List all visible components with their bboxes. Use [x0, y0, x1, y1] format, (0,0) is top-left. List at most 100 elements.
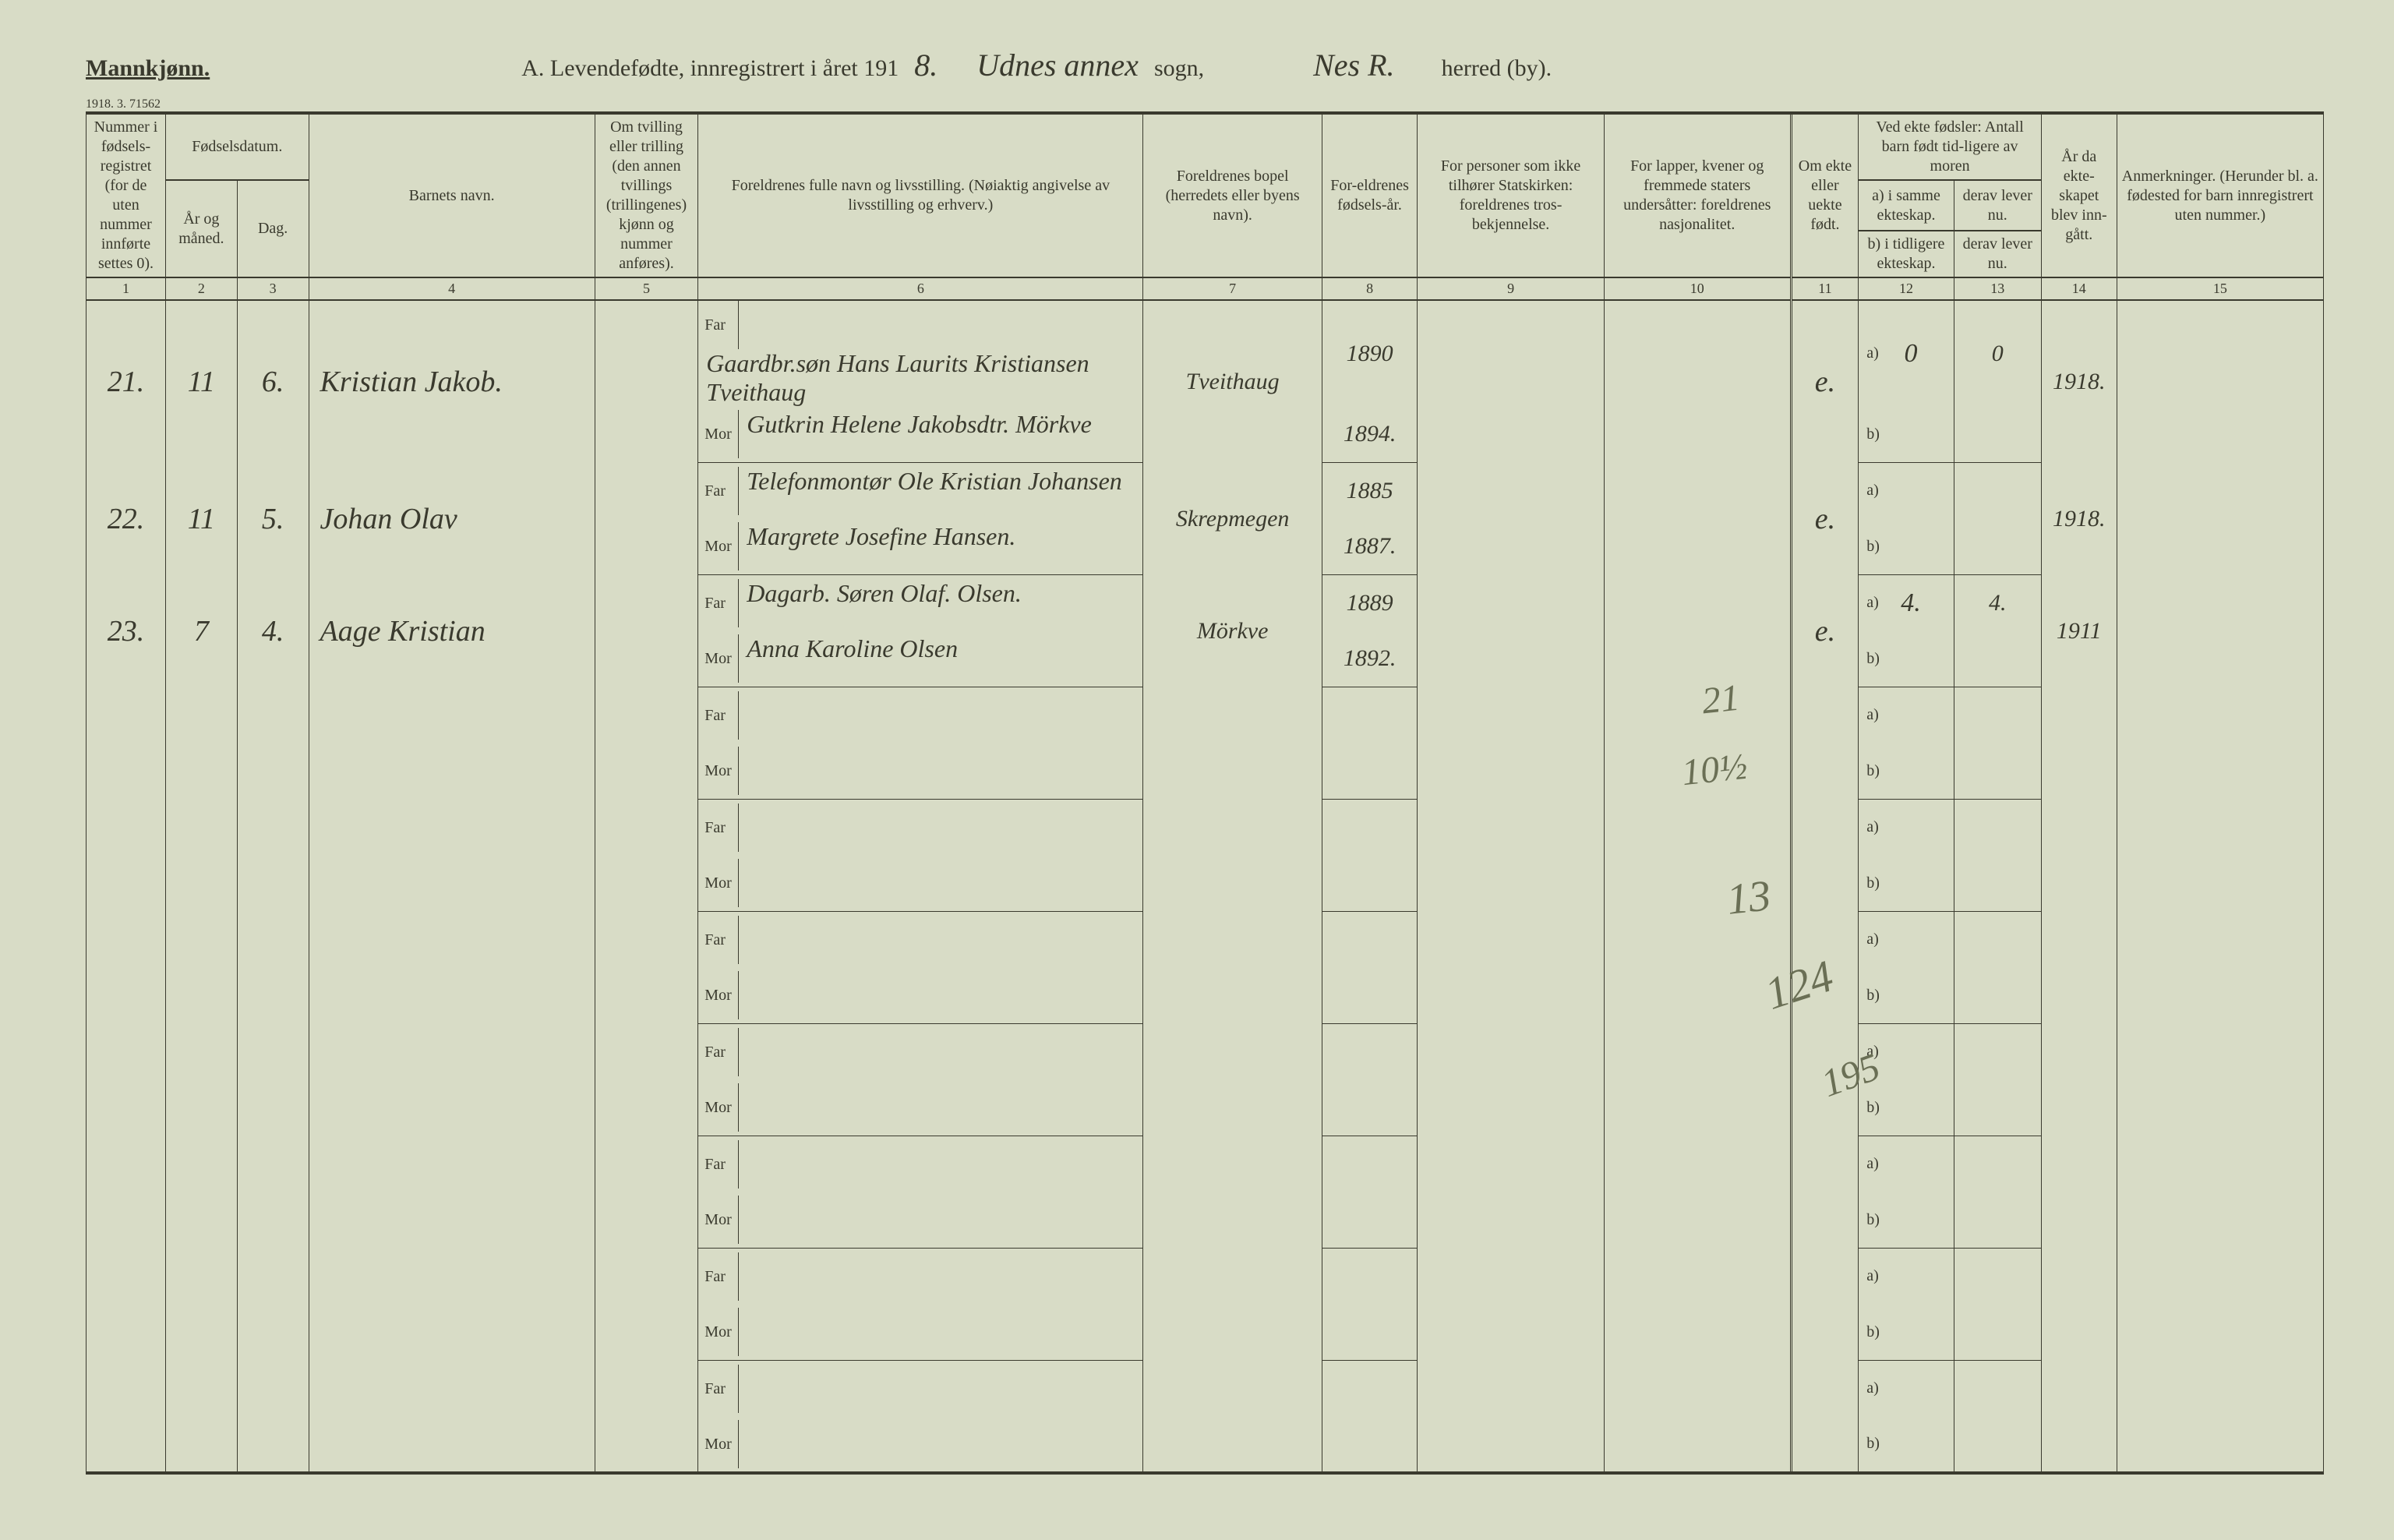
nationality: [1604, 687, 1791, 800]
col-8-header: For-eldrenes fødsels-år.: [1322, 113, 1417, 277]
col-idx-10: 10: [1604, 277, 1791, 300]
father-cell: Far: [698, 912, 1143, 968]
children-living: 4.: [1954, 575, 2041, 631]
child-name: [309, 687, 595, 800]
col-15-header: Anmerkninger. (Herunder bl. a. fødested …: [2117, 113, 2323, 277]
remarks: [2117, 300, 2323, 463]
mor-label: Mor: [698, 1420, 739, 1468]
col-idx-2: 2: [165, 277, 237, 300]
mother-name: Margrete Josefine Hansen.: [739, 522, 1015, 551]
children-prev-marriage: b): [1859, 744, 1954, 800]
birth-day: [237, 1136, 309, 1249]
father-cell: Far: [698, 1249, 1143, 1305]
children-prev-living: [1954, 1080, 2041, 1136]
birth-day: [237, 1361, 309, 1473]
child-name: [309, 1361, 595, 1473]
title-prefix: A. Levendefødte, innregistrert i året 19…: [521, 55, 899, 82]
children-same-val: 4.: [1901, 588, 1921, 618]
marriage-year: [2041, 800, 2117, 912]
children-prev-living: [1954, 744, 2041, 800]
children-prev-marriage: b): [1859, 1192, 1954, 1249]
twin-info: [595, 1136, 698, 1249]
birth-month: 11: [165, 463, 237, 575]
father-birthyear: [1322, 1249, 1417, 1305]
mor-label: Mor: [698, 747, 739, 795]
record-row-far: Fara): [87, 1024, 2324, 1080]
children-same-marriage: a): [1859, 1361, 1954, 1417]
birth-month: [165, 1136, 237, 1249]
marriage-year: 1911: [2041, 575, 2117, 687]
mother-cell: Mor: [698, 1080, 1143, 1136]
children-living: [1954, 1361, 2041, 1417]
col-10-header: For lapper, kvener og fremmede staters u…: [1604, 113, 1791, 277]
mother-birthyear: [1322, 744, 1417, 800]
birth-register-table: Nummer i fødsels-registret (for de uten …: [86, 111, 2324, 1475]
mother-birthyear: [1322, 968, 1417, 1024]
children-prev-marriage: b): [1859, 968, 1954, 1024]
mother-birthyear: 1894.: [1322, 407, 1417, 463]
children-same-marriage: a)0: [1859, 300, 1954, 407]
children-prev-living: [1954, 631, 2041, 687]
mother-birthyear: [1322, 1305, 1417, 1361]
religion: [1418, 800, 1605, 912]
father-birthyear: [1322, 687, 1417, 744]
mor-label: Mor: [698, 1083, 739, 1132]
col-11-header: Om ekte eller uekte født.: [1791, 113, 1859, 277]
mor-label: Mor: [698, 971, 739, 1019]
child-name: [309, 1136, 595, 1249]
twin-info: [595, 687, 698, 800]
children-living: [1954, 1136, 2041, 1192]
legitimacy: e.: [1791, 300, 1859, 463]
children-prev-living: [1954, 1305, 2041, 1361]
religion: [1418, 300, 1605, 463]
children-prev-marriage: b): [1859, 407, 1954, 463]
legitimacy: [1791, 912, 1859, 1024]
record-row-far: 22.115.Johan OlavFarTelefonmontør Ole Kr…: [87, 463, 2324, 519]
residence: Skrepmegen: [1143, 463, 1322, 575]
record-row-far: 21.116.Kristian Jakob.FarGaardbr.søn Han…: [87, 300, 2324, 407]
children-same-val: 0: [1905, 339, 1918, 369]
nationality: [1604, 1024, 1791, 1136]
children-same-marriage: a): [1859, 912, 1954, 968]
children-prev-marriage: b): [1859, 519, 1954, 575]
gender-label: Mannkjønn.: [86, 55, 210, 82]
birth-month: [165, 912, 237, 1024]
father-cell: FarDagarb. Søren Olaf. Olsen.: [698, 575, 1143, 631]
twin-info: [595, 575, 698, 687]
col-idx-6: 6: [698, 277, 1143, 300]
father-name: Telefonmontør Ole Kristian Johansen: [739, 467, 1121, 496]
children-prev-marriage: b): [1859, 1417, 1954, 1473]
father-birthyear: 1890: [1322, 300, 1417, 407]
far-label: Far: [698, 1365, 739, 1413]
child-name: [309, 1024, 595, 1136]
entry-number: [87, 912, 166, 1024]
mother-cell: MorGutkrin Helene Jakobsdtr. Mörkve: [698, 407, 1143, 463]
remarks: [2117, 463, 2323, 575]
children-prev-living: [1954, 968, 2041, 1024]
mother-cell: MorAnna Karoline Olsen: [698, 631, 1143, 687]
far-label: Far: [698, 579, 739, 627]
birth-day: [237, 1249, 309, 1361]
mor-label: Mor: [698, 634, 739, 683]
remarks: [2117, 800, 2323, 912]
birth-day: [237, 687, 309, 800]
form-header: Mannkjønn. A. Levendefødte, innregistrer…: [86, 47, 2324, 83]
col-6-header: Foreldrenes fulle navn og livsstilling. …: [698, 113, 1143, 277]
father-birthyear: [1322, 1361, 1417, 1417]
birth-month: [165, 800, 237, 912]
mother-birthyear: [1322, 1192, 1417, 1249]
father-birthyear: [1322, 800, 1417, 856]
nationality: [1604, 300, 1791, 463]
children-same-marriage: a): [1859, 1249, 1954, 1305]
mor-label: Mor: [698, 522, 739, 570]
children-same-marriage: a): [1859, 687, 1954, 744]
col-13b-header: derav lever nu.: [1954, 231, 2041, 277]
children-living: 0: [1954, 300, 2041, 407]
mother-cell: Mor: [698, 968, 1143, 1024]
residence: [1143, 1024, 1322, 1136]
mor-label: Mor: [698, 410, 739, 458]
far-label: Far: [698, 1252, 739, 1301]
twin-info: [595, 300, 698, 463]
far-label: Far: [698, 804, 739, 852]
twin-info: [595, 1024, 698, 1136]
